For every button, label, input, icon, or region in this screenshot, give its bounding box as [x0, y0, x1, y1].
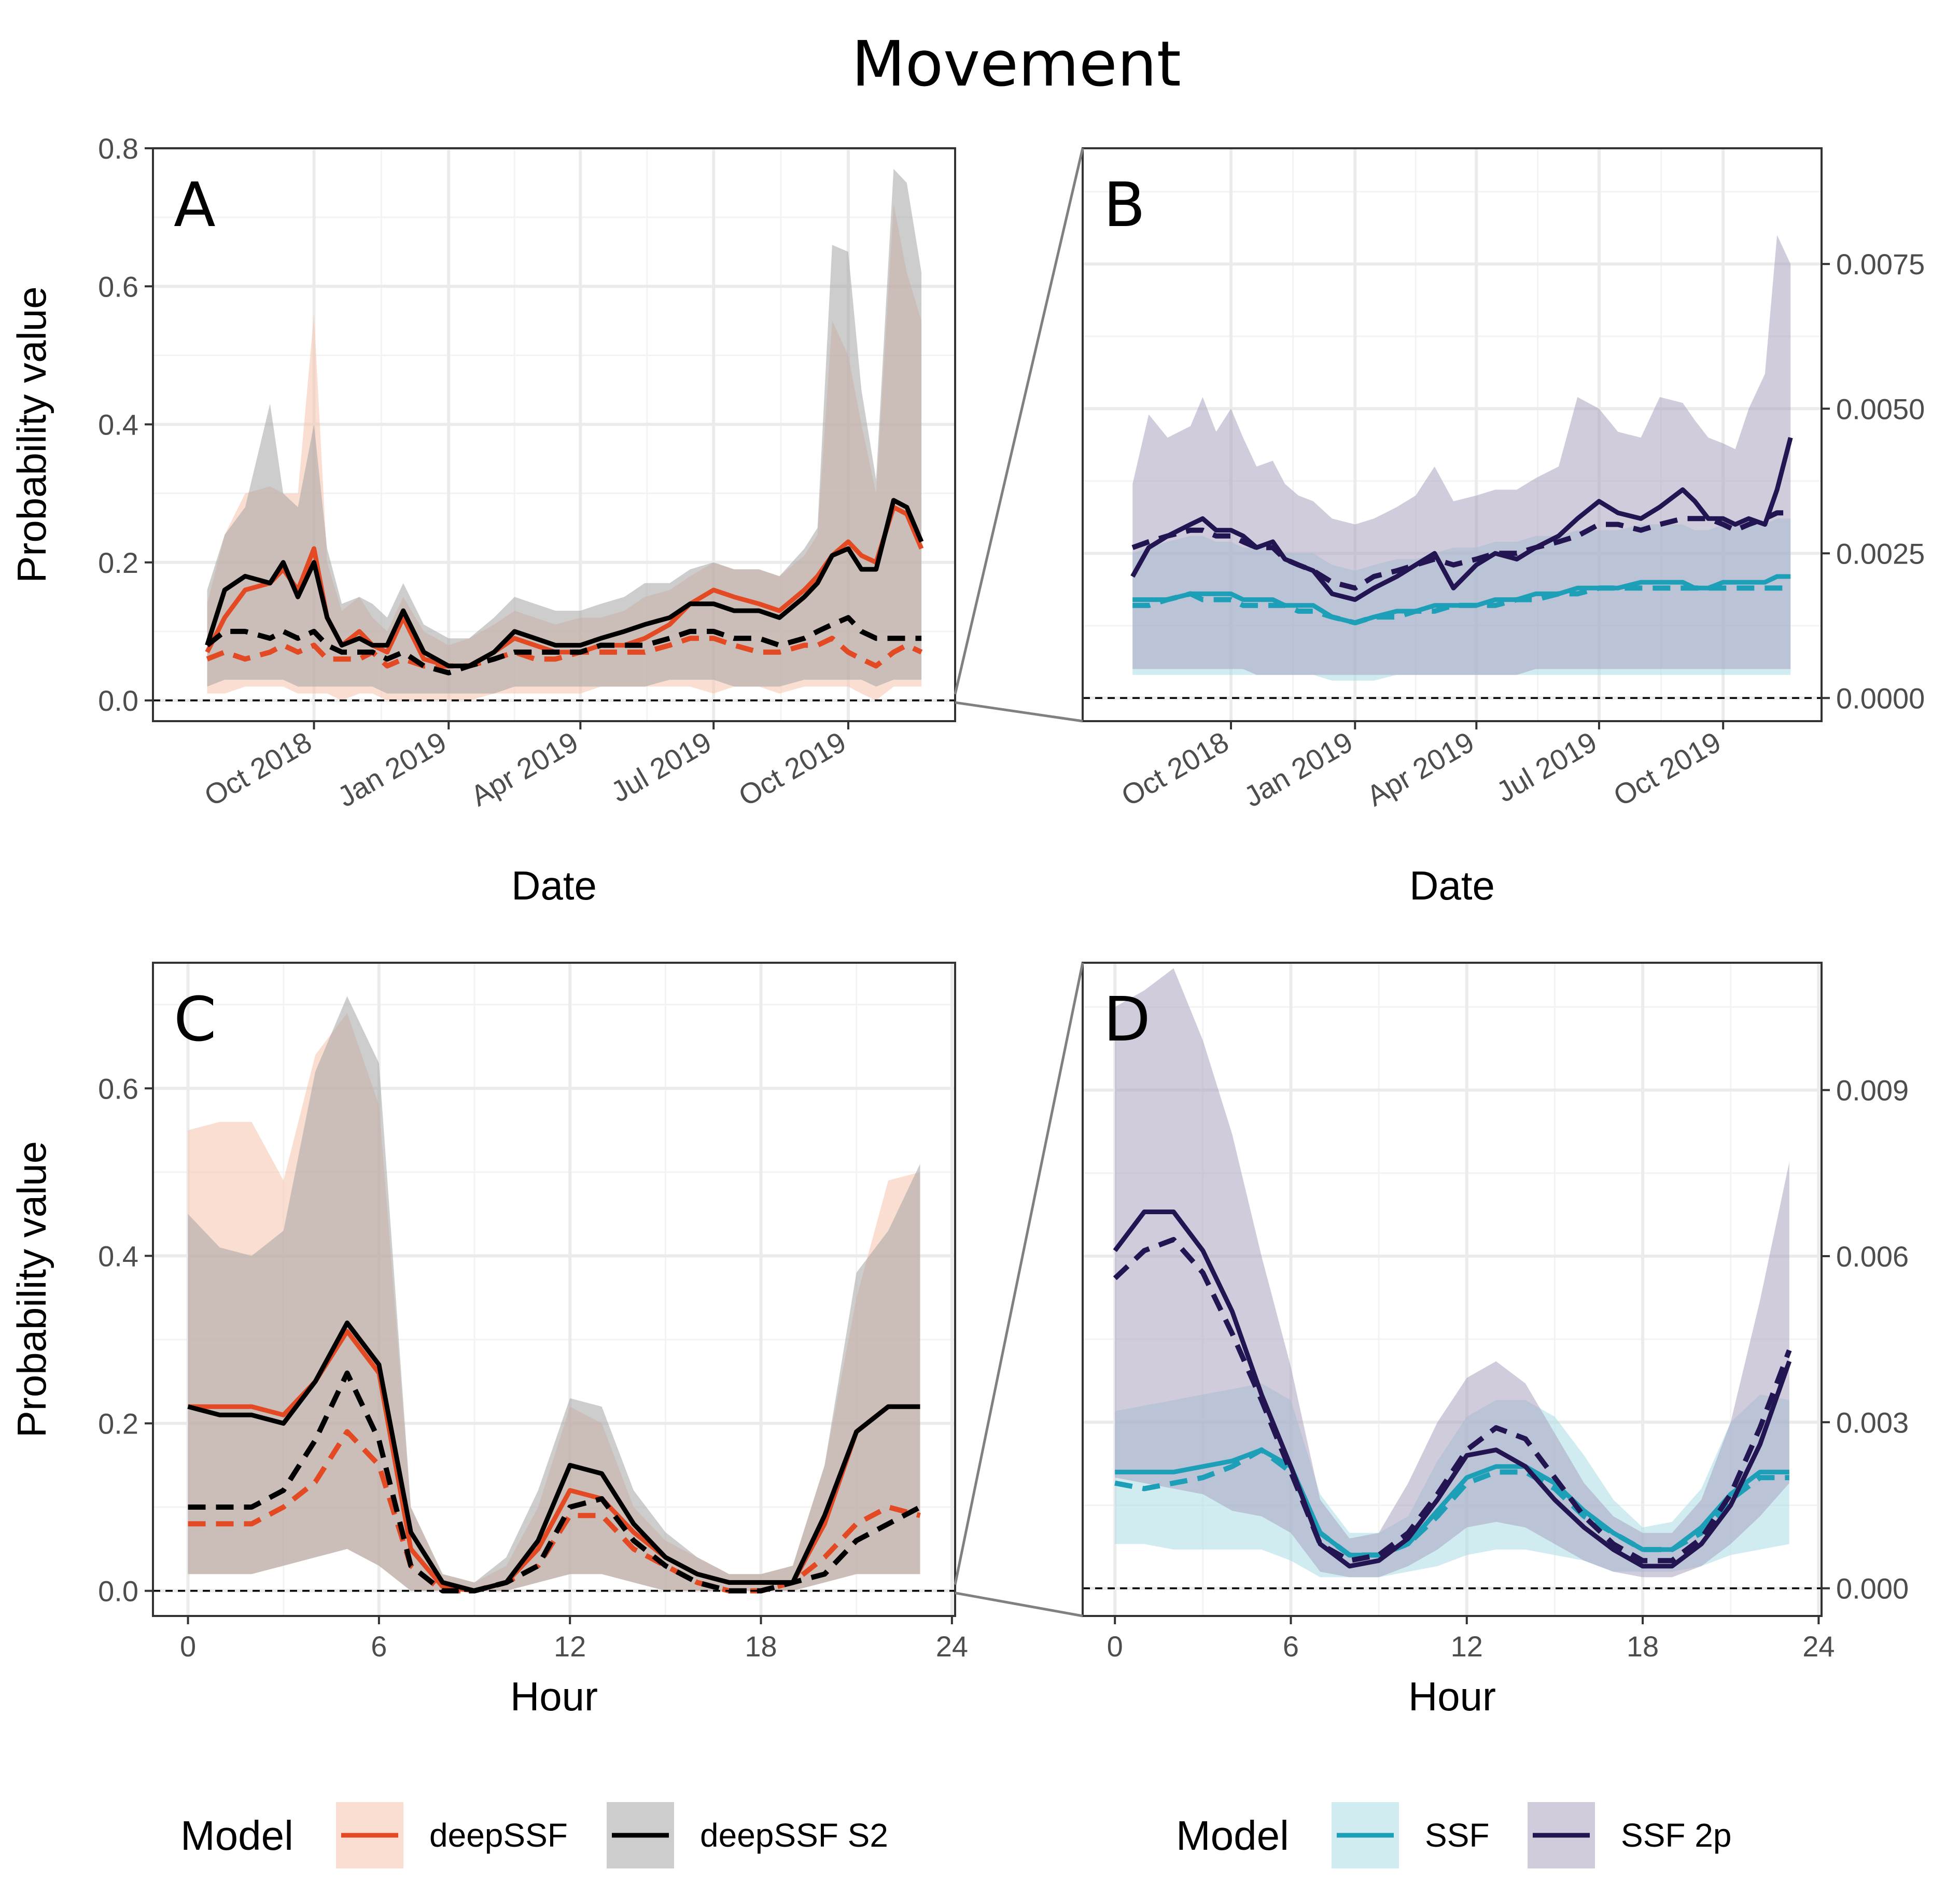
panel-border	[1082, 962, 1823, 1617]
y-tick-label: 0.2	[98, 1407, 138, 1440]
legend-item-ssf-2p: SSF 2p	[1528, 1802, 1731, 1868]
panel-letter: B	[1103, 169, 1145, 241]
y-tick-label: 0.0075	[1836, 248, 1925, 280]
x-tick-label: 6	[371, 1630, 387, 1663]
legend-right: Model SSF SSF 2p	[1176, 1802, 1731, 1868]
zoom-connector-top	[954, 148, 1084, 695]
x-tick-label: 0	[1107, 1630, 1123, 1663]
band-deepssf-s2	[207, 168, 922, 694]
y-tick-label: 0.0	[98, 1575, 138, 1608]
legend-label: deepSSF	[429, 1817, 568, 1854]
panel-a: Oct 2018 Jan 2019 Apr 2019 Jul 2019 Oct 2019…	[9, 132, 956, 908]
panel-letter: A	[174, 169, 216, 241]
x-tick-label: Jul 2019	[1491, 725, 1602, 808]
panel-content	[187, 996, 921, 1594]
panel-content	[1113, 968, 1792, 1578]
legend-item-ssf: SSF	[1332, 1802, 1489, 1868]
legend-layer: Model deepSSF deepSSF S2 Model SSF SSF 2p	[180, 1802, 1731, 1868]
panel-content	[205, 168, 924, 701]
x-axis-title: Hour	[1408, 1674, 1496, 1719]
panel-letter: D	[1103, 983, 1151, 1055]
panel-c: 0 6 12 18 24 0.0 0.2 0.4 0.6 Hour Probability valu…	[9, 962, 968, 1719]
y-tick-label: 0.000	[1836, 1572, 1909, 1605]
x-tick-label: 0	[180, 1630, 196, 1663]
plot-layer: Oct 2018 Jan 2019 Apr 2019 Jul 2019 Oct 2019…	[9, 132, 1925, 1719]
panel-d: 0 6 12 18 240.000 0.003 0.006 0.009 Hour D	[1082, 962, 1909, 1719]
zoom-connector-c-d	[954, 962, 1084, 1618]
band-ssf-2p	[1115, 968, 1789, 1578]
median-line-deepssf-s2	[188, 1370, 921, 1594]
x-tick-label: Apr 2019	[465, 725, 583, 812]
panel-border	[1082, 147, 1823, 722]
legend-left: Model deepSSF deepSSF S2	[180, 1802, 888, 1868]
x-tick-label: 12	[1451, 1630, 1483, 1663]
y-tick-label: 0.4	[98, 1240, 138, 1272]
legend-item-deepssf-s2: deepSSF S2	[607, 1802, 888, 1868]
band-deepssf-s2	[188, 996, 920, 1591]
legend-title: Model	[1176, 1812, 1289, 1859]
x-tick-label: Jan 2019	[1238, 725, 1358, 813]
x-tick-label: 24	[936, 1630, 968, 1663]
y-tick-label: 0.0000	[1836, 682, 1925, 714]
x-tick-label: 6	[1283, 1630, 1299, 1663]
x-axis-title: Date	[511, 863, 597, 908]
x-tick-label: Apr 2019	[1361, 725, 1479, 812]
y-tick-label: 0.0050	[1836, 392, 1925, 425]
y-tick-label: 0.2	[98, 546, 138, 579]
x-tick-label: 18	[745, 1630, 777, 1663]
x-tick-label: 12	[554, 1630, 586, 1663]
zoom-connector-top	[954, 962, 1084, 1585]
y-tick-label: 0.009	[1836, 1074, 1909, 1107]
x-tick-label: Oct 2019	[733, 725, 851, 812]
mean-line-ssf-2p	[1130, 437, 1793, 602]
legend-title: Model	[180, 1812, 293, 1859]
y-tick-label: 0.0	[98, 684, 138, 717]
panel-border	[152, 147, 956, 722]
x-tick-label: Oct 2019	[1608, 725, 1726, 812]
median-line-ssf-2p	[1113, 1236, 1792, 1564]
y-tick-label: 0.003	[1836, 1406, 1909, 1439]
y-axis-title: Probability value	[9, 286, 54, 583]
y-axis-title: Probability value	[9, 1141, 54, 1438]
median-line-deepssf	[206, 636, 923, 669]
x-tick-label: 18	[1627, 1630, 1659, 1663]
mean-line-ssf-2p	[1113, 1210, 1792, 1569]
x-tick-label: Oct 2018	[1116, 725, 1234, 812]
panel-b: Oct 2018 Jan 2019 Apr 2019 Jul 2019 Oct 2019…	[1082, 147, 1925, 908]
median-line-deepssf-s2	[205, 615, 922, 676]
x-axis-title: Date	[1409, 863, 1495, 908]
figure-title: Movement	[851, 29, 1181, 101]
x-axis-title: Hour	[510, 1674, 598, 1719]
legend-item-deepssf: deepSSF	[336, 1802, 568, 1868]
mean-line-deepssf-s2	[205, 498, 924, 668]
x-tick-label: Oct 2018	[199, 725, 317, 812]
zoom-connector-bottom	[955, 1592, 1083, 1618]
y-tick-label: 0.4	[98, 409, 138, 441]
panel-letter: C	[174, 983, 216, 1055]
y-tick-label: 0.6	[98, 1072, 138, 1105]
mean-line-ssf	[1115, 1447, 1789, 1557]
y-tick-label: 0.006	[1836, 1240, 1909, 1273]
x-tick-label: Jan 2019	[332, 725, 452, 813]
panel-content	[1130, 235, 1793, 681]
legend-label: SSF	[1425, 1817, 1489, 1854]
y-tick-label: 0.0025	[1836, 537, 1925, 570]
x-tick-label: 24	[1802, 1630, 1835, 1663]
x-tick-label: Jul 2019	[605, 725, 717, 808]
y-tick-label: 0.6	[98, 270, 138, 303]
y-tick-label: 0.8	[98, 132, 138, 165]
zoom-connector-bottom	[955, 701, 1083, 723]
median-line-ssf-2p	[1131, 510, 1791, 591]
mean-line-ssf	[1132, 574, 1791, 625]
panel-border	[152, 962, 956, 1617]
legend-label: deepSSF S2	[700, 1817, 888, 1854]
zoom-connector-a-b	[954, 148, 1084, 723]
legend-label: SSF 2p	[1621, 1817, 1731, 1854]
mean-line-deepssf-s2	[187, 1320, 920, 1593]
